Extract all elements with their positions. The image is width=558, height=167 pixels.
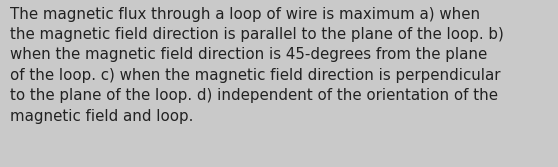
Text: The magnetic flux through a loop of wire is maximum a) when
the magnetic field d: The magnetic flux through a loop of wire…	[10, 7, 504, 124]
